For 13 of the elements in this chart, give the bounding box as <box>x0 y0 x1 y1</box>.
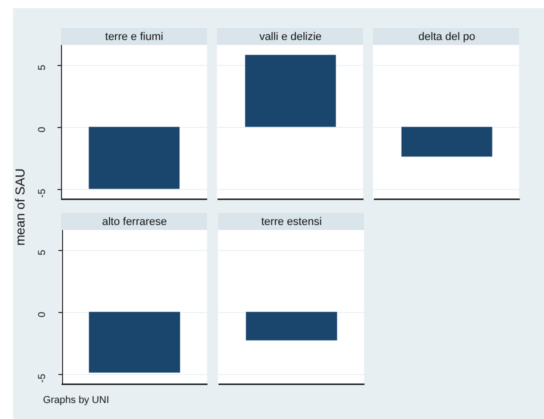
y-tick-label: 0 <box>36 311 48 318</box>
y-tick-label: 5 <box>36 64 48 70</box>
y-tick-label: -5 <box>36 373 48 383</box>
x-tick-label: terre e fiumi <box>104 31 163 44</box>
text: Graphs by UNI <box>43 395 110 406</box>
y-axis-title: mean of SAU <box>12 168 28 246</box>
y-tick-label: 5 <box>36 249 48 256</box>
y-tick-label: 0 <box>36 126 48 132</box>
x-tick-label: delta del po <box>418 31 475 44</box>
x-tick-label: alto ferrarese <box>102 216 166 228</box>
x-tick-label: valli e delizie <box>258 31 322 44</box>
x-tick-label: terre estensi <box>260 216 322 228</box>
y-tick-label: -5 <box>36 188 48 198</box>
